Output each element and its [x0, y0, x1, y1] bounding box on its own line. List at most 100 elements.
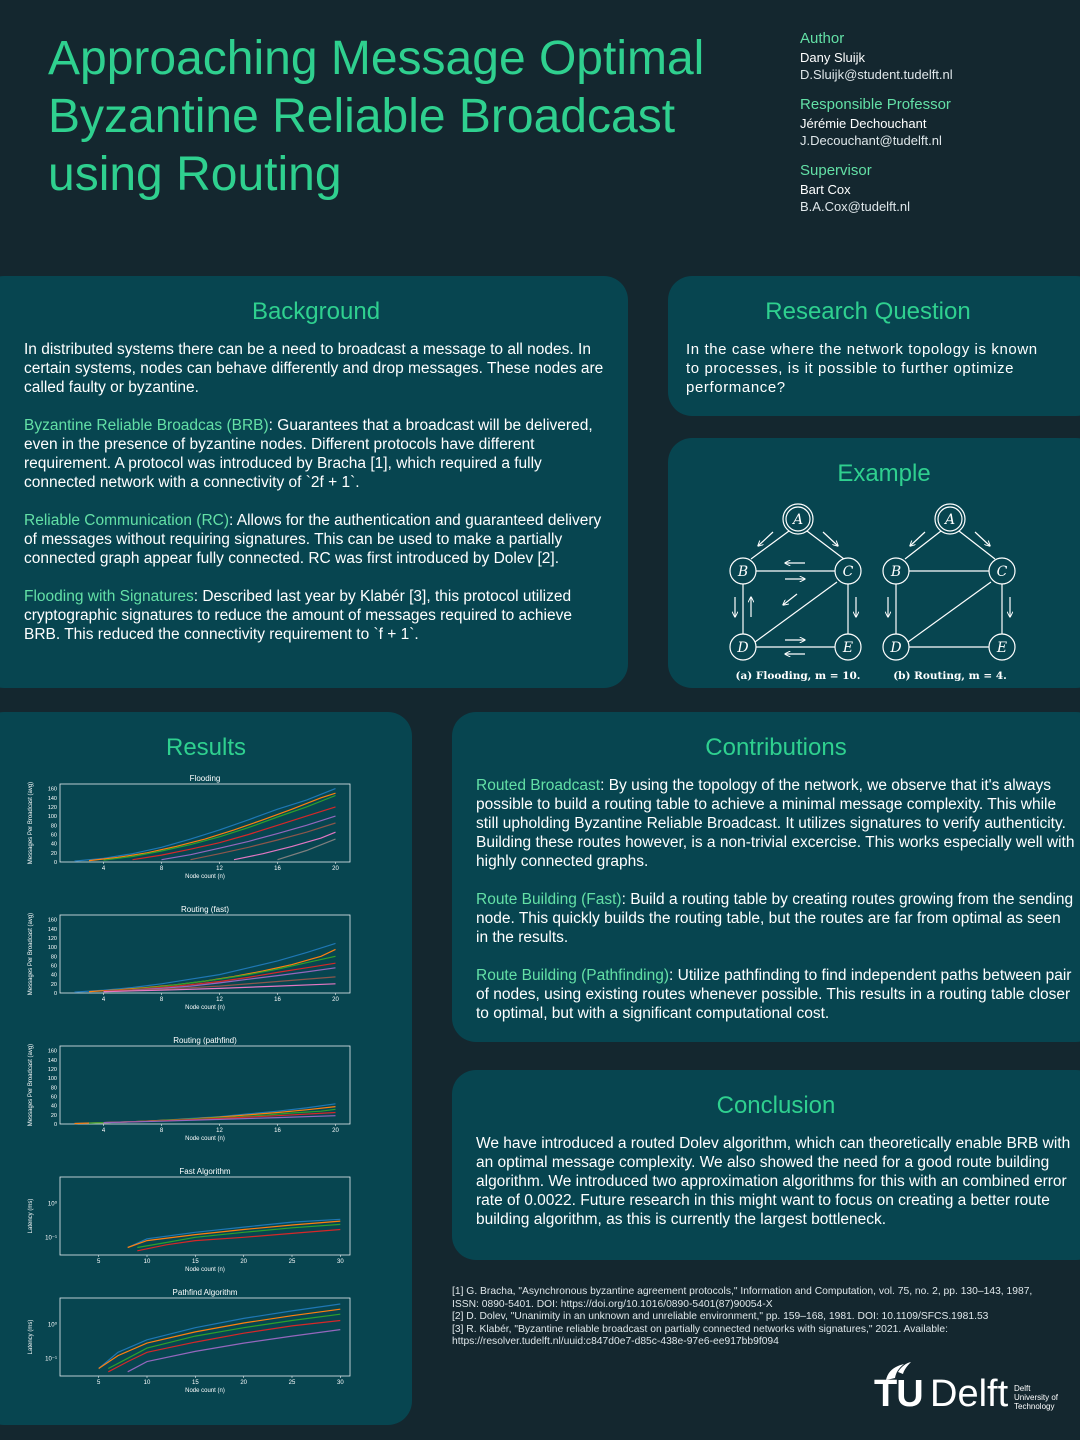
author-label: Author — [800, 30, 845, 47]
flame-icon — [886, 1362, 911, 1380]
series-line — [88, 1108, 336, 1124]
chart-title: Routing (fast) — [181, 905, 229, 914]
y-axis-label: Messages Per Broadcast (avg) — [28, 913, 34, 995]
node-a-outer — [782, 503, 814, 535]
node-a-outer — [934, 503, 966, 535]
edge — [754, 581, 838, 643]
edge — [806, 530, 845, 560]
chart-1: Routing (fast) 4 8 12 16 20 0 20 40 60 80 100 120 140… — [28, 905, 351, 1011]
fws-term: Flooding with Signatures — [24, 588, 194, 605]
x-tick-label: 5 — [97, 1259, 101, 1265]
supervisor-email[interactable]: B.A.Cox@tudelft.nl — [800, 199, 911, 214]
series-line — [103, 1115, 336, 1124]
plot-frame — [59, 1176, 351, 1256]
series-line — [161, 815, 336, 861]
x-tick-label: 10 — [144, 1380, 151, 1386]
series-line — [127, 1218, 341, 1249]
rc-term: Reliable Communication (RC) — [24, 512, 230, 529]
author-email[interactable]: D.Sluijk@student.tudelft.nl — [800, 67, 953, 82]
chart-3: Fast Algorithm 5 10 15 20 25 30 10⁻¹ 10⁰ Node cou… — [28, 1167, 351, 1273]
arrow — [910, 531, 926, 546]
y-tick-label: 100 — [48, 814, 57, 820]
example-graph: A B C D E A B — [729, 503, 1016, 682]
fws-paragraph: Flooding with Signatures: Described last… — [24, 587, 608, 644]
x-tick-label: 4 — [102, 1128, 106, 1134]
conclusion-heading: Conclusion — [716, 1092, 836, 1119]
x-axis-label: Node count (n) — [185, 1136, 225, 1142]
title-line: using Routing — [48, 148, 342, 201]
x-tick-label: 12 — [216, 1128, 223, 1134]
contributions-panel: Contributions Routed Broadcast: By using… — [452, 712, 1080, 1042]
logo-sub-line: Delft — [1014, 1384, 1031, 1393]
logo-delft: Delft — [930, 1373, 1009, 1415]
credits: Author Dany Sluijk D.Sluijk@student.tude… — [800, 30, 1070, 214]
x-tick-label: 25 — [289, 1380, 296, 1386]
y-tick-label: 10⁰ — [48, 1321, 58, 1328]
y-tick-label: 120 — [48, 1067, 57, 1073]
brb-term: Byzantine Reliable Broadcas (BRB) — [24, 417, 269, 434]
logo-sub-line: Technology — [1014, 1402, 1055, 1411]
error-rate: 0.0022 — [524, 1192, 572, 1209]
conclusion-text: We have introduced a routed Dolev algori… — [476, 1134, 1076, 1229]
series-line — [277, 838, 336, 861]
node-c — [834, 557, 862, 585]
series-line — [137, 1223, 341, 1249]
y-tick-label: 40 — [51, 1104, 57, 1110]
chart-2: Routing (pathfind) 4 8 12 16 20 0 20 40 60 80 100 12… — [28, 1036, 351, 1142]
y-tick-label: 10⁰ — [48, 1200, 58, 1207]
poster-title: Approaching Message Optimal Byzantine Re… — [48, 30, 768, 204]
series-line — [108, 1319, 341, 1373]
edge — [904, 530, 942, 560]
graph-routing — [882, 503, 1016, 661]
node-label: E — [996, 640, 1007, 656]
y-tick-label: 100 — [48, 945, 57, 951]
series-line — [108, 1313, 341, 1370]
y-axis-label: Latency (ms) — [28, 1320, 34, 1355]
y-tick-label: 80 — [51, 823, 57, 829]
x-axis-label: Node count (n) — [185, 874, 225, 880]
y-tick-label: 20 — [51, 1113, 57, 1119]
plot-frame — [59, 1045, 351, 1125]
node-d — [729, 633, 757, 661]
series-line — [74, 788, 336, 862]
pathfinding-text: : Utilize pathfinding to find independen… — [476, 967, 1072, 1022]
series-line — [127, 1220, 341, 1249]
node-label: B — [737, 564, 748, 580]
tudelft-logo: TU Delft Delft University of Technology — [874, 1360, 1070, 1420]
x-tick-label: 20 — [240, 1259, 247, 1265]
research-question-text: In the case where the network topology i… — [686, 341, 1038, 396]
example-heading: Example — [837, 460, 931, 487]
node-b — [882, 557, 910, 585]
node-label: A — [791, 512, 803, 528]
conclusion-panel: Conclusion We have introduced a routed D… — [452, 1070, 1080, 1260]
arrow — [783, 593, 798, 605]
y-tick-label: 160 — [48, 1049, 57, 1055]
y-tick-label: 120 — [48, 805, 57, 811]
y-tick-label: 160 — [48, 787, 57, 793]
x-tick-label: 12 — [216, 997, 223, 1003]
node-d — [882, 633, 910, 661]
title-line: Approaching Message Optimal — [48, 32, 705, 85]
chart-0: Flooding 4 8 12 16 20 0 20 40 60 80 100 120 140 160 Nod… — [28, 774, 351, 880]
x-tick-label: 4 — [102, 866, 106, 872]
rc-text: : Allows for the authentication and guar… — [24, 512, 602, 567]
plot-frame — [59, 1297, 351, 1377]
logo-sub-line: University of — [1014, 1393, 1059, 1402]
y-tick-label: 20 — [51, 851, 57, 857]
x-tick-label: 16 — [274, 997, 281, 1003]
pathfinding-term: Route Building (Pathfinding) — [476, 967, 670, 984]
node-label: C — [843, 564, 854, 580]
plot-frame — [59, 914, 351, 994]
series-line — [103, 983, 336, 993]
chart-title: Fast Algorithm — [179, 1167, 230, 1176]
caption-flooding: (a) Flooding, m = 10. — [736, 670, 861, 682]
fast-text: : Build a routing table by creating rout… — [476, 891, 1074, 946]
series-line — [103, 794, 336, 861]
professor-email[interactable]: J.Decouchant@tudelft.nl — [800, 133, 942, 148]
x-tick-label: 15 — [192, 1380, 199, 1386]
plot-frame — [59, 783, 351, 863]
y-tick-label: 10⁻¹ — [45, 1235, 57, 1241]
y-tick-label: 80 — [51, 1085, 57, 1091]
contributions-heading: Contributions — [705, 734, 847, 761]
x-tick-label: 30 — [337, 1259, 344, 1265]
